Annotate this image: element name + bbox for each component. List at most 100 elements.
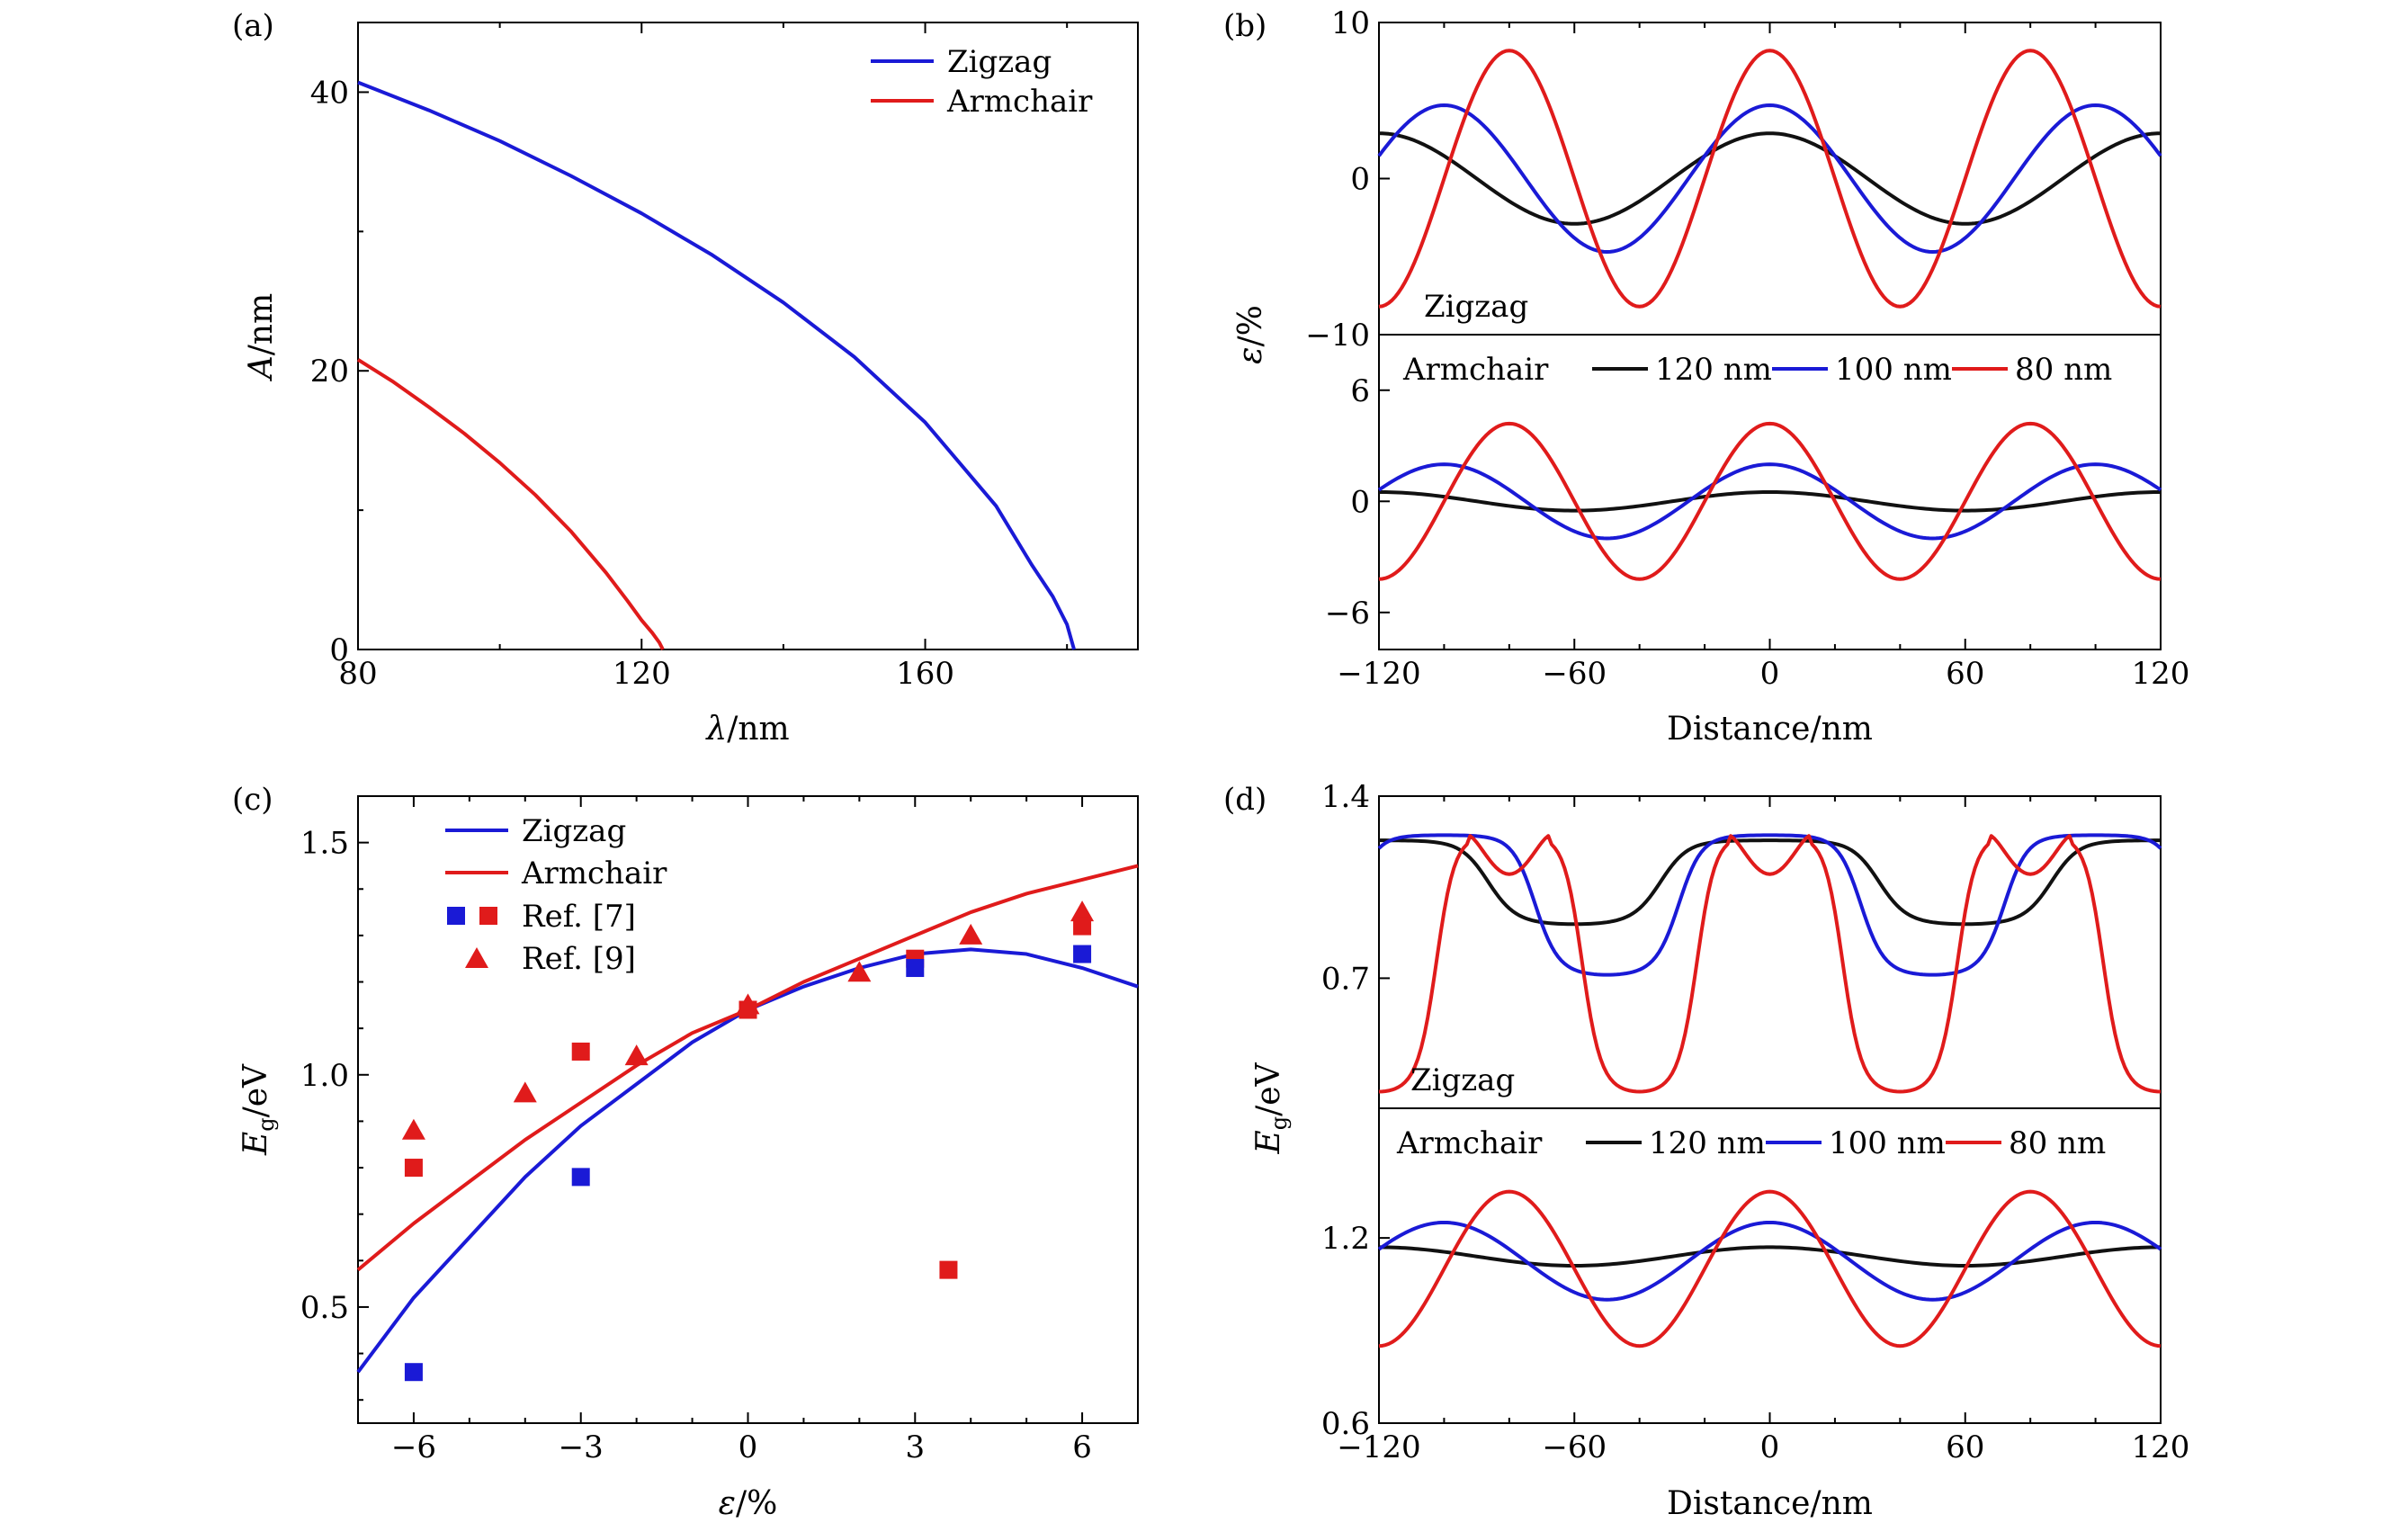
legend-zigzag-label: Zigzag xyxy=(947,44,1052,80)
panel-c: −6 −3 0 3 6 0.5 1.0 1.5 Zigzag Armchair Ref. [7] Re… xyxy=(232,782,1139,1522)
y-axis-label-unit: /eV xyxy=(237,1063,274,1117)
y-tick-label: 10 xyxy=(1331,5,1370,41)
subplot-label-zigzag: Zigzag xyxy=(1410,1062,1515,1098)
legend-armchair-label: Armchair xyxy=(946,84,1093,120)
legend-label-100nm: 100 nm xyxy=(1829,1125,1946,1161)
panel-a: 80 120 160 0 20 40 (a) λ/nm A/nm Zigzag Armchair xyxy=(232,8,1139,748)
series-line-armchair xyxy=(356,864,1139,1272)
x-tick-label: 0 xyxy=(739,1429,758,1465)
y-tick-label: 6 xyxy=(1350,373,1370,409)
y-axis-label-sub: g xyxy=(1267,1116,1292,1130)
legend-label-120nm: 120 nm xyxy=(1649,1125,1766,1161)
legend-ref9-label: Ref. [9] xyxy=(522,941,636,977)
x-tick-label: 160 xyxy=(896,656,954,692)
y-axis-label-main: E xyxy=(1250,1130,1287,1154)
panel-d: 0.7 1.4 0.6 1.2 −120 −60 0 60 120 Zigzag Armchair 1… xyxy=(1223,779,2189,1522)
y-tick-label: 1.5 xyxy=(300,826,349,862)
ref9-triangle-marker xyxy=(513,1081,537,1103)
y-tick-label: 1.4 xyxy=(1321,779,1370,815)
x-axis-label: Distance/nm xyxy=(1667,711,1873,748)
legend-armchair-label: Armchair xyxy=(521,856,667,891)
ref9-triangle-marker xyxy=(959,923,983,945)
x-tick-label: −6 xyxy=(391,1429,436,1465)
x-axis-label: λ/nm xyxy=(704,711,789,748)
series-zigzag-120nm xyxy=(1378,131,2162,226)
y-axis-label: Eg/eV xyxy=(1250,1062,1292,1154)
ref7-red-square-marker xyxy=(1073,917,1092,936)
y-tick-label: 0 xyxy=(1350,162,1370,198)
y-tick-label: 20 xyxy=(310,354,349,390)
ref7-blue-square-marker xyxy=(906,959,925,978)
y-tick-label: 0 xyxy=(1350,484,1370,520)
x-tick-label: −60 xyxy=(1542,1429,1607,1465)
legend-label-80nm: 80 nm xyxy=(2009,1125,2106,1161)
series-armchair-120nm xyxy=(1378,490,2162,513)
subplot-label-zigzag: Zigzag xyxy=(1424,289,1528,325)
ref9-triangle-marker xyxy=(401,1118,425,1140)
ref7-red-square-marker xyxy=(571,1042,590,1061)
legend-armchair-title: Armchair xyxy=(1402,352,1549,388)
legend-ref7-blue-swatch xyxy=(447,907,465,925)
ref7-blue-square-marker xyxy=(404,1363,423,1382)
series-zigzag-100nm xyxy=(1377,833,2162,977)
panel-label: (c) xyxy=(232,782,273,818)
x-tick-label: 60 xyxy=(1946,656,1984,692)
y-axis-label: Eg/eV xyxy=(237,1063,279,1156)
plot-frame xyxy=(1378,22,2162,650)
series-zigzag-120nm xyxy=(1379,838,2161,927)
x-axis-label: Distance/nm xyxy=(1667,1485,1873,1522)
series-zigzag-100nm xyxy=(1377,103,2162,255)
series-line-zigzag xyxy=(357,80,1076,650)
x-tick-label: 0 xyxy=(1760,1429,1780,1465)
ref9-triangle-marker xyxy=(847,961,872,982)
legend-label-100nm: 100 nm xyxy=(1835,352,1952,388)
ref9-triangle-marker xyxy=(1070,900,1095,922)
ref7-blue-square-marker xyxy=(1073,945,1092,963)
ref7-blue-square-marker xyxy=(571,1168,590,1187)
y-tick-label: 1.2 xyxy=(1321,1221,1370,1257)
x-tick-label: −3 xyxy=(559,1429,604,1465)
x-axis-label: ε/% xyxy=(719,1485,778,1522)
panel-label: (d) xyxy=(1223,782,1267,818)
y-axis-label: ε/% xyxy=(1232,305,1269,364)
y-tick-label: 40 xyxy=(310,75,349,111)
series-armchair-80nm xyxy=(1378,1189,2162,1348)
y-tick-label: 0 xyxy=(329,632,349,668)
x-tick-label: −120 xyxy=(1337,1429,1420,1465)
series-armchair-120nm xyxy=(1378,1245,2162,1268)
y-tick-label: 0.7 xyxy=(1321,961,1370,997)
x-tick-label: 80 xyxy=(338,656,377,692)
ref9-triangle-marker xyxy=(624,1044,649,1066)
series-armchair-100nm xyxy=(1377,462,2162,541)
x-tick-label: 120 xyxy=(613,656,671,692)
x-tick-label: −60 xyxy=(1542,656,1607,692)
series-line-armchair xyxy=(356,358,665,650)
plot-frame xyxy=(1378,795,2162,1424)
plot-frame xyxy=(357,22,1139,650)
y-axis-label-unit: /eV xyxy=(1250,1062,1287,1115)
x-tick-label: −120 xyxy=(1337,656,1420,692)
x-tick-label: 6 xyxy=(1072,1429,1092,1465)
series-armchair-80nm xyxy=(1378,421,2162,581)
panel-label: (b) xyxy=(1223,8,1267,44)
panel-label: (a) xyxy=(232,8,274,44)
legend-armchair-title: Armchair xyxy=(1396,1125,1543,1161)
legend-ref7-label: Ref. [7] xyxy=(522,899,636,935)
y-tick-label: 1.0 xyxy=(300,1058,349,1094)
plot-frame xyxy=(357,795,1139,1424)
y-axis-label-sub: g xyxy=(254,1117,279,1131)
y-tick-label: −6 xyxy=(1325,596,1370,632)
y-tick-label: −10 xyxy=(1305,318,1370,354)
legend-zigzag-label: Zigzag xyxy=(522,813,626,849)
legend-label-80nm: 80 nm xyxy=(2015,352,2112,388)
x-tick-label: 0 xyxy=(1760,656,1780,692)
ref7-red-square-marker xyxy=(404,1159,423,1178)
ref7-red-square-marker xyxy=(739,1000,757,1019)
x-tick-label: 60 xyxy=(1946,1429,1984,1465)
y-axis-label-main: E xyxy=(237,1132,274,1156)
legend-label-120nm: 120 nm xyxy=(1655,352,1772,388)
y-tick-label: 0.6 xyxy=(1321,1406,1370,1442)
legend-ref7-red-swatch xyxy=(479,907,497,925)
series-zigzag-80nm xyxy=(1378,49,2162,309)
